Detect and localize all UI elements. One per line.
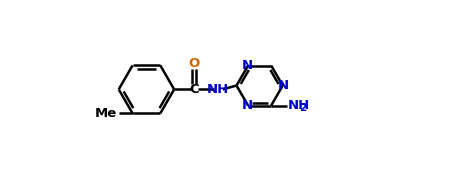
Text: N: N	[278, 79, 289, 92]
Text: N: N	[242, 99, 253, 112]
Text: 2: 2	[299, 103, 306, 113]
Text: C: C	[189, 83, 199, 96]
Text: NH: NH	[207, 83, 229, 96]
Text: NH: NH	[288, 99, 310, 112]
Text: N: N	[242, 59, 253, 72]
Text: O: O	[189, 57, 200, 70]
Text: Me: Me	[95, 107, 117, 120]
